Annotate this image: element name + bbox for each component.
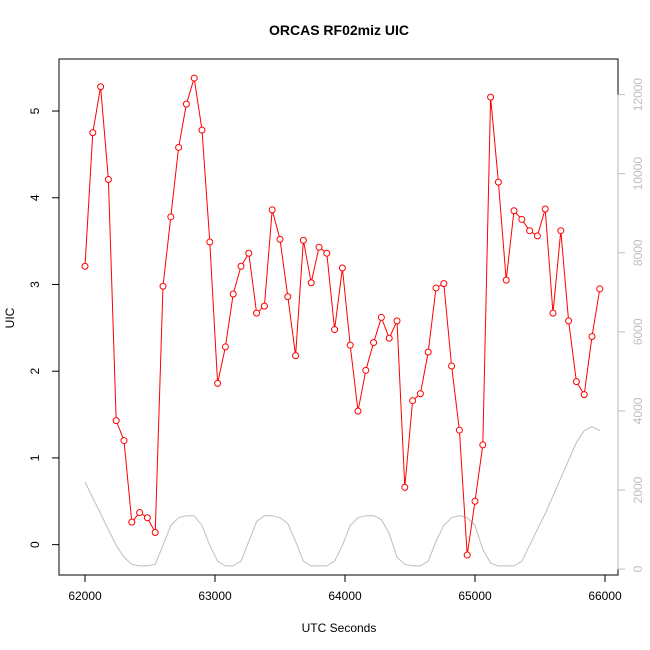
- uic-point: [565, 317, 573, 325]
- uic-point: [143, 514, 151, 522]
- uic-point: [370, 339, 378, 347]
- uic-point: [198, 126, 206, 134]
- uic-point: [104, 176, 112, 184]
- uic-point: [112, 417, 120, 425]
- uic-point: [463, 551, 471, 559]
- uic-point: [245, 249, 253, 257]
- uic-point: [448, 362, 456, 370]
- uic-point: [377, 313, 385, 321]
- uic-point: [323, 249, 331, 257]
- y-tick-label: 3: [28, 281, 42, 288]
- uic-point: [526, 227, 534, 235]
- x-tick-label: 65000: [458, 589, 492, 603]
- x-tick-label: 63000: [198, 589, 232, 603]
- uic-point: [151, 529, 159, 537]
- series-layer: [81, 74, 604, 567]
- uic-point: [214, 379, 222, 387]
- uic-point: [120, 437, 128, 445]
- uic-point: [401, 483, 409, 491]
- uic-point: [260, 302, 268, 310]
- uic-point: [533, 232, 541, 240]
- uic-point: [206, 238, 214, 246]
- uic-point: [167, 213, 175, 221]
- uic-point: [596, 285, 604, 293]
- y2-tick-label: 10000: [631, 157, 645, 191]
- uic-point: [190, 74, 198, 82]
- uic-point: [455, 426, 463, 434]
- uic-point: [276, 235, 284, 243]
- altitude-line: [84, 426, 601, 567]
- uic-point: [136, 509, 144, 517]
- y2-tick-label: 6000: [631, 318, 645, 345]
- uic-point: [229, 290, 237, 298]
- uic-point: [81, 262, 89, 270]
- uic-point: [268, 206, 276, 214]
- uic-point: [541, 205, 549, 213]
- uic-point: [237, 262, 245, 270]
- y2-tick-label: 4000: [631, 397, 645, 424]
- uic-point: [471, 497, 479, 505]
- y-axis-label: UIC: [3, 307, 17, 328]
- y2-tick-label: 0: [631, 565, 645, 572]
- uic-point: [182, 100, 190, 108]
- uic-point: [416, 390, 424, 398]
- y2-tick-label: 8000: [631, 239, 645, 266]
- uic-point: [338, 264, 346, 272]
- y-axis: 0 1 2 3 4 5: [28, 107, 60, 548]
- uic-point: [557, 227, 565, 235]
- uic-point: [315, 243, 323, 251]
- y-tick-label: 4: [28, 194, 42, 201]
- uic-point: [580, 391, 588, 399]
- uic-point: [479, 441, 487, 449]
- uic-point: [487, 93, 495, 101]
- uic-point: [128, 518, 136, 526]
- uic-point: [175, 143, 183, 151]
- uic-point: [432, 284, 440, 292]
- uic-point: [424, 348, 432, 356]
- uic-point: [159, 282, 167, 290]
- uic-point: [549, 309, 557, 317]
- uic-point: [253, 309, 261, 317]
- x-axis: 62000 63000 64000 65000 66000: [68, 574, 622, 603]
- uic-point: [284, 293, 292, 301]
- uic-point: [346, 341, 354, 349]
- y-tick-label: 5: [28, 107, 42, 114]
- x-tick-label: 64000: [328, 589, 362, 603]
- uic-point: [385, 334, 393, 342]
- uic-point: [221, 343, 229, 351]
- x-tick-label: 66000: [588, 589, 622, 603]
- uic-point: [331, 326, 339, 334]
- y2-tick-label: 12000: [631, 78, 645, 112]
- uic-point: [393, 317, 401, 325]
- y-tick-label: 1: [28, 454, 42, 461]
- uic-point: [588, 333, 596, 341]
- x-axis-label: UTC Seconds: [302, 621, 377, 635]
- uic-point: [510, 207, 518, 215]
- uic-point: [518, 215, 526, 223]
- uic-line: [84, 77, 601, 556]
- uic-point: [97, 83, 105, 91]
- uic-point: [440, 280, 448, 288]
- uic-point: [494, 178, 502, 186]
- uic-point: [89, 129, 97, 137]
- uic-point: [572, 378, 580, 386]
- uic-point: [307, 279, 315, 287]
- uic-point: [502, 276, 510, 284]
- y-tick-label: 2: [28, 368, 42, 375]
- y-tick-label: 0: [28, 541, 42, 548]
- y2-tick-label: 2000: [631, 476, 645, 503]
- plot-frame: [58, 58, 619, 576]
- uic-point: [292, 352, 300, 360]
- uic-point: [409, 397, 417, 405]
- uic-point: [362, 366, 370, 374]
- uic-point: [354, 407, 362, 415]
- uic-point: [299, 236, 307, 244]
- y2-axis: 0 2000 4000 6000 8000 10000 12000: [617, 78, 645, 572]
- x-tick-label: 62000: [68, 589, 102, 603]
- chart-title: ORCAS RF02miz UIC: [269, 22, 409, 38]
